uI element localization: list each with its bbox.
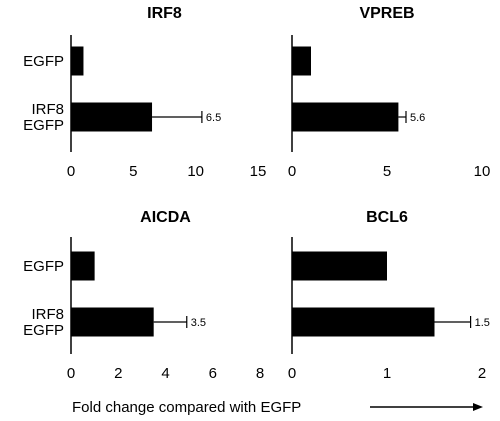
chart-title: AICDA [140, 209, 191, 226]
x-axis-title-group: Fold change compared with EGFP [72, 399, 483, 416]
bar [71, 46, 84, 76]
x-tick-label: 6 [209, 365, 217, 382]
x-tick-label: 0 [288, 365, 296, 382]
bar [292, 251, 387, 281]
bar [71, 102, 153, 132]
category-label-line: EGFP [23, 53, 64, 70]
chart-title: IRF8 [147, 5, 182, 22]
bar [292, 102, 399, 132]
x-tick-label: 10 [474, 163, 491, 180]
x-axis-title-arrow-head [473, 403, 483, 411]
chart-title: BCL6 [366, 209, 408, 226]
category-label: EGFP [23, 258, 64, 275]
x-tick-label: 0 [288, 163, 296, 180]
category-label-line: IRF8 [31, 306, 64, 323]
bar [71, 307, 154, 337]
x-tick-label: 2 [114, 365, 122, 382]
x-tick-label: 4 [161, 365, 169, 382]
category-label: IRF8 EGFP [23, 101, 64, 134]
x-tick-label: 8 [256, 365, 264, 382]
category-label-line: EGFP [23, 117, 64, 134]
data-label: 1.5 [475, 317, 490, 329]
x-tick-label: 1 [383, 365, 391, 382]
data-label: 6.5 [206, 112, 221, 124]
chart-panel-vpreb: VPREB 0 5 10 5.6 [288, 5, 491, 180]
category-label-line: IRF8 [31, 101, 64, 118]
chart-title: VPREB [359, 5, 414, 22]
x-tick-label: 5 [129, 163, 137, 180]
x-tick-label: 10 [187, 163, 204, 180]
category-label: IRF8 EGFP [23, 306, 64, 339]
x-tick-label: 0 [67, 365, 75, 382]
bar [292, 46, 311, 76]
x-tick-label: 0 [67, 163, 75, 180]
data-label: 3.5 [191, 317, 206, 329]
bar [71, 251, 95, 281]
data-label: 5.6 [410, 112, 425, 124]
category-label-line: EGFP [23, 258, 64, 275]
category-label-line: EGFP [23, 322, 64, 339]
x-tick-label: 15 [250, 163, 267, 180]
chart-panel-bcl6: BCL6 0 1 2 1.5 [288, 209, 490, 382]
category-label: EGFP [23, 53, 64, 70]
x-axis-title: Fold change compared with EGFP [72, 399, 301, 416]
bar [292, 307, 435, 337]
x-tick-label: 5 [383, 163, 391, 180]
x-tick-label: 2 [478, 365, 486, 382]
